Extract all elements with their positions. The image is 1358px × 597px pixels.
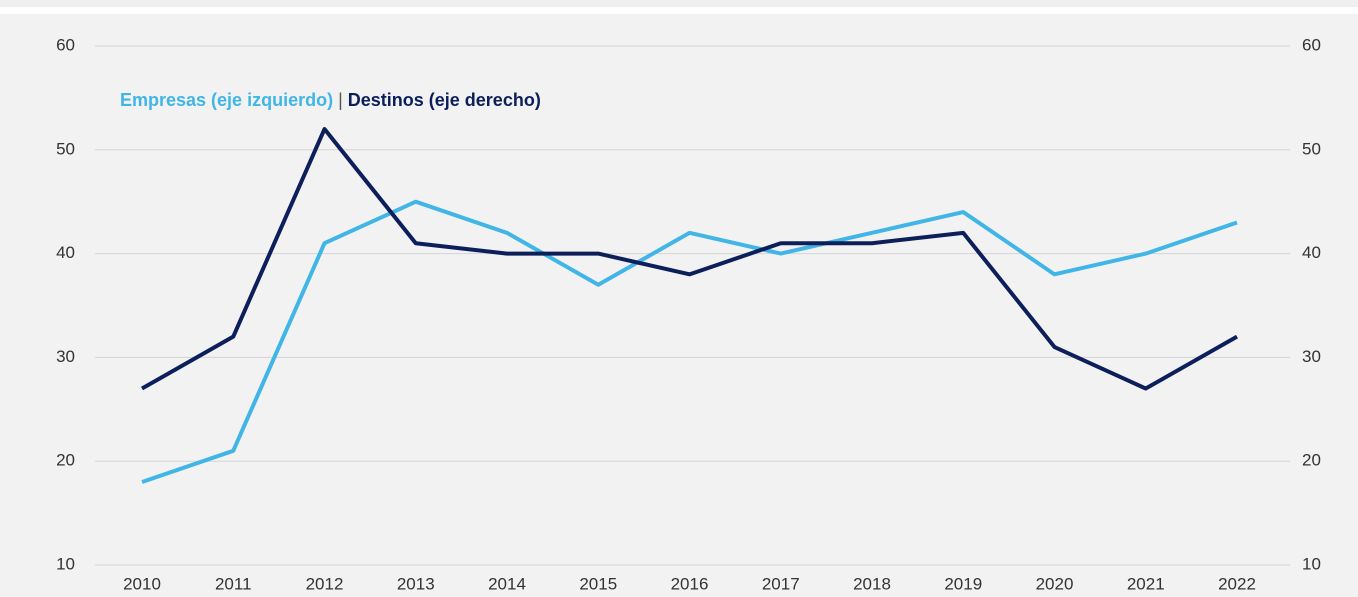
x-tick-label: 2011 <box>215 574 252 593</box>
top-strip <box>0 0 1358 7</box>
y-tick-label: 20 <box>56 451 75 470</box>
y2-tick-label: 50 <box>1302 139 1321 158</box>
x-tick-label: 2017 <box>762 574 800 593</box>
x-tick-label: 2014 <box>488 574 526 593</box>
y2-tick-label: 30 <box>1302 347 1321 366</box>
x-tick-label: 2013 <box>397 574 435 593</box>
legend-separator: | <box>338 90 343 110</box>
y2-tick-label: 40 <box>1302 243 1321 262</box>
x-tick-label: 2018 <box>853 574 891 593</box>
x-tick-label: 2015 <box>579 574 617 593</box>
y-tick-label: 40 <box>56 243 75 262</box>
legend: Empresas (eje izquierdo) | Destinos (eje d… <box>120 90 541 110</box>
x-tick-label: 2016 <box>671 574 709 593</box>
x-tick-label: 2020 <box>1036 574 1074 593</box>
y2-tick-label: 60 <box>1302 35 1321 54</box>
y-tick-label: 30 <box>56 347 75 366</box>
x-tick-label: 2012 <box>306 574 344 593</box>
y-tick-label: 50 <box>56 139 75 158</box>
line-series <box>141 199 1238 484</box>
x-tick-label: 2022 <box>1218 574 1256 593</box>
y-tick-label: 60 <box>56 35 75 54</box>
legend-entry: Empresas (eje izquierdo) <box>120 90 333 110</box>
y2-tick-label: 10 <box>1302 554 1321 573</box>
y-tick-label: 10 <box>56 554 75 573</box>
y2-tick-label: 20 <box>1302 451 1321 470</box>
x-tick-label: 2019 <box>944 574 982 593</box>
x-tick-label: 2021 <box>1127 574 1165 593</box>
legend-entry: Destinos (eje derecho) <box>348 90 541 110</box>
line-series <box>141 127 1238 391</box>
x-tick-label: 2010 <box>123 574 161 593</box>
chart-background <box>0 14 1358 597</box>
